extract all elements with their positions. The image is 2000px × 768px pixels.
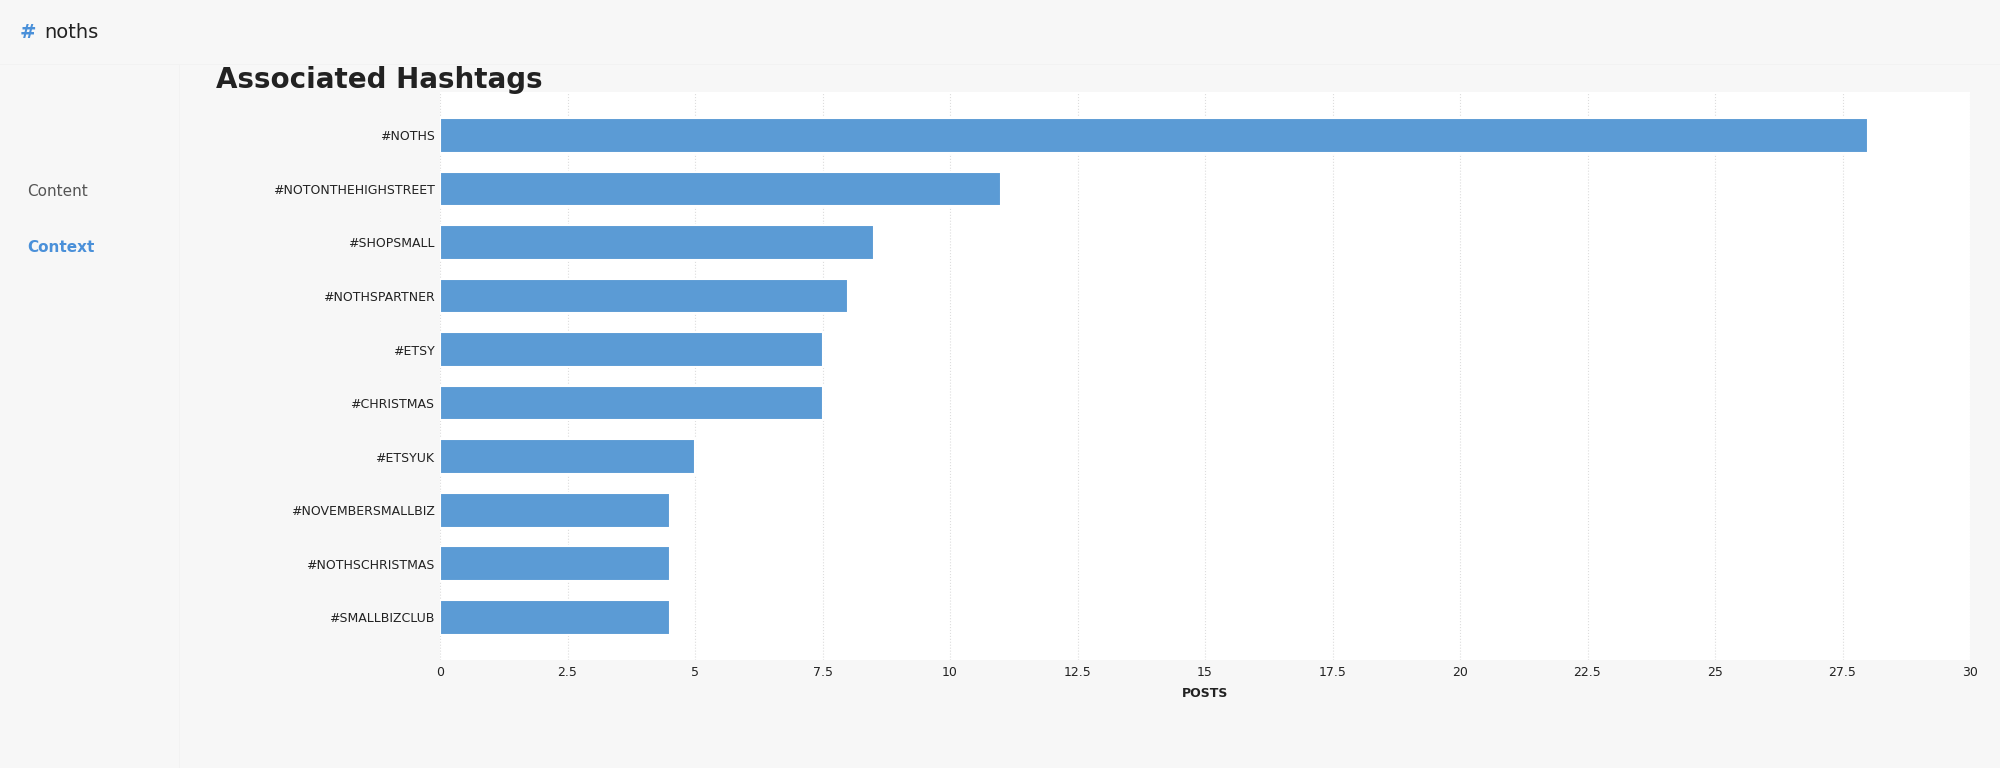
Text: Associated Hashtags: Associated Hashtags: [216, 66, 542, 94]
Bar: [440, 118, 1868, 153]
Text: #: #: [20, 23, 36, 42]
Bar: [440, 493, 670, 528]
Bar: [440, 386, 822, 421]
Bar: [440, 600, 670, 634]
X-axis label: POSTS: POSTS: [1182, 687, 1228, 700]
Text: Content: Content: [28, 184, 88, 199]
Bar: [440, 546, 670, 581]
Text: Context: Context: [28, 240, 94, 256]
Bar: [440, 171, 1002, 207]
Text: noths: noths: [44, 23, 98, 42]
Bar: [440, 439, 696, 474]
Bar: [440, 225, 874, 260]
Bar: [440, 332, 822, 367]
Bar: [440, 279, 848, 313]
